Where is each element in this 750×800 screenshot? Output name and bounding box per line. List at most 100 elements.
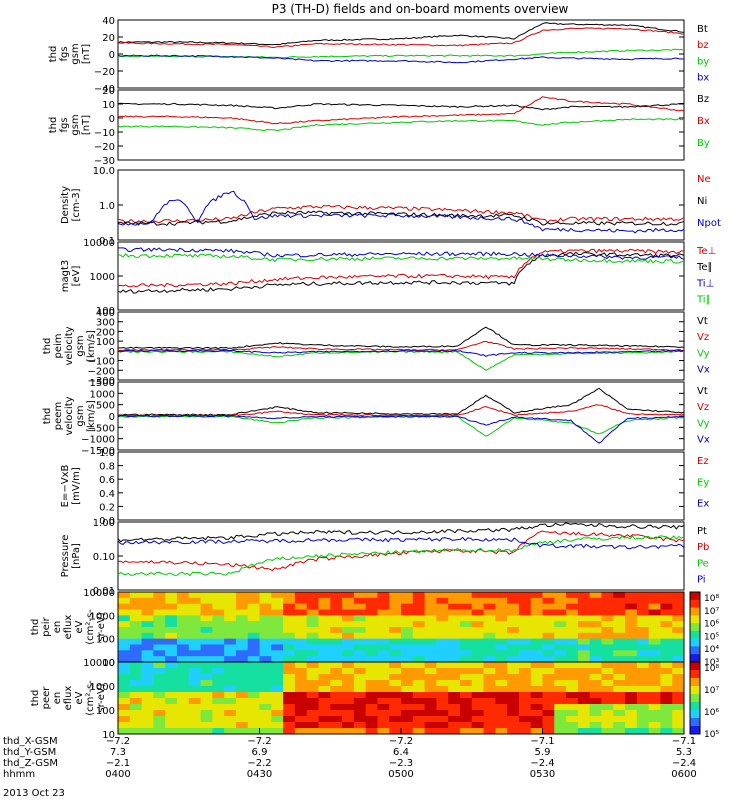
- heatmap-cell: [625, 627, 638, 634]
- heatmap-cell: [294, 656, 308, 663]
- heatmap-cell: [318, 662, 331, 669]
- heatmap-cell: [648, 638, 661, 645]
- heatmap-cell: [589, 603, 602, 610]
- heatmap-cell: [672, 603, 685, 610]
- heatmap-cell: [129, 638, 143, 645]
- heatmap-cell: [636, 722, 650, 729]
- heatmap-cell: [601, 621, 614, 628]
- heatmap-cell: [613, 680, 626, 687]
- heatmap-cell: [471, 597, 485, 605]
- heatmap-cell: [471, 592, 485, 599]
- heatmap-cell: [188, 627, 202, 634]
- heatmap-cell: [530, 698, 543, 705]
- heatmap-cell: [377, 728, 390, 735]
- heatmap-cell: [554, 644, 567, 651]
- series-line-Pe: [117, 535, 685, 577]
- heatmap-cell: [141, 698, 154, 705]
- heatmap-cell: [188, 597, 202, 605]
- heatmap-cell: [613, 638, 626, 645]
- y-tick-label: 10: [102, 658, 115, 669]
- heatmap-cell: [259, 597, 272, 605]
- heatmap-cell: [459, 710, 473, 717]
- heatmap-cell: [625, 621, 638, 628]
- heatmap-cell: [342, 627, 355, 634]
- heatmap-cell: [342, 686, 355, 693]
- heatmap-cell: [141, 656, 154, 663]
- y-axis-label-line: [nT]: [81, 115, 92, 135]
- heatmap-cell: [401, 656, 414, 663]
- y-axis-label-line: thd: [42, 338, 53, 355]
- heatmap-cell: [118, 627, 131, 634]
- heatmap-cell: [389, 597, 402, 605]
- heatmap-cell: [235, 716, 249, 723]
- heatmap-cell: [141, 674, 154, 681]
- heatmap-cell: [176, 638, 190, 645]
- heatmap-cell: [459, 704, 473, 711]
- heatmap-cell: [436, 592, 449, 599]
- heatmap-cell: [448, 615, 461, 622]
- heatmap-cell: [224, 722, 237, 729]
- y-tick-label: 0: [109, 347, 115, 358]
- heatmap-cell: [118, 704, 131, 711]
- heatmap-cell: [377, 680, 390, 687]
- y-tick-label: 0: [109, 50, 115, 61]
- legend-entry: Ez: [697, 456, 709, 467]
- heatmap-cell: [577, 674, 591, 681]
- heatmap-cell: [589, 710, 602, 717]
- heatmap-cell: [377, 710, 390, 717]
- heatmap-cell: [648, 644, 661, 651]
- heatmap-cell: [459, 716, 473, 723]
- x-row-label: thd_Z-GSM: [3, 758, 58, 769]
- heatmap-cell: [672, 650, 685, 657]
- heatmap-cell: [389, 615, 402, 622]
- heatmap-cell: [672, 662, 685, 669]
- heatmap-cell: [518, 698, 532, 705]
- heatmap-cell: [471, 680, 485, 687]
- heatmap-cell: [306, 621, 319, 628]
- x-row-label: hhmm: [3, 769, 35, 780]
- heatmap-cell: [212, 668, 225, 675]
- heatmap-cell: [353, 609, 367, 616]
- heatmap-cell: [306, 710, 319, 717]
- heatmap-cell: [377, 716, 390, 723]
- legend-entry: bx: [697, 73, 709, 84]
- heatmap-cell: [554, 662, 567, 669]
- heatmap-cell: [660, 728, 673, 735]
- heatmap-cell: [188, 662, 202, 669]
- heatmap-cell: [577, 728, 591, 735]
- heatmap-cell: [566, 603, 579, 610]
- colorbar-tick-label: 10⁶: [704, 620, 719, 630]
- heatmap-cell: [542, 638, 555, 645]
- heatmap-cell: [176, 698, 190, 705]
- heatmap-cell: [200, 692, 213, 699]
- heatmap-cell: [459, 621, 473, 628]
- y-axis-label-line: Pressure: [60, 535, 71, 578]
- heatmap-cell: [471, 722, 485, 729]
- heatmap-cell: [318, 716, 331, 723]
- y-tick-label: 20: [102, 33, 115, 44]
- heatmap-cell: [235, 592, 249, 599]
- heatmap-cell: [542, 716, 555, 723]
- heatmap-cell: [471, 615, 485, 622]
- heatmap-cell: [259, 662, 272, 669]
- heatmap-cell: [318, 621, 331, 628]
- heatmap-cell: [176, 615, 190, 622]
- colorbar-swatch: [690, 718, 700, 727]
- heatmap-cell: [495, 704, 508, 711]
- heatmap-cell: [330, 615, 343, 622]
- heatmap-cell: [530, 722, 543, 729]
- heatmap-cell: [200, 716, 213, 723]
- heatmap-cell: [601, 627, 614, 634]
- heatmap-cell: [165, 627, 178, 634]
- heatmap-cell: [507, 686, 520, 693]
- heatmap-cell: [342, 698, 355, 705]
- heatmap-cell: [625, 686, 638, 693]
- heatmap-cell: [129, 722, 143, 729]
- heatmap-cell: [601, 716, 614, 723]
- heatmap-cell: [483, 698, 496, 705]
- heatmap-cell: [129, 698, 143, 705]
- heatmap-cell: [306, 615, 319, 622]
- heatmap-cell: [165, 632, 178, 640]
- y-axis-label-line: fgs: [59, 46, 70, 61]
- x-row-value: −2.4: [530, 758, 554, 769]
